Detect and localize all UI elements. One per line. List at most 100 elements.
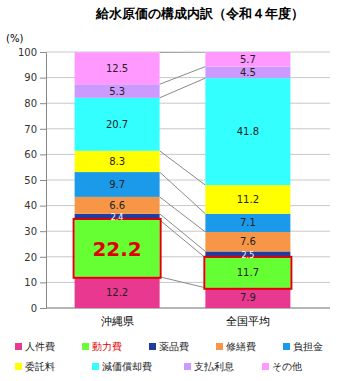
y-axis-title: (%) — [6, 33, 23, 44]
y-tick-mark — [40, 180, 46, 181]
data-label: 4.5 — [240, 67, 256, 78]
data-label: 6.6 — [109, 200, 125, 211]
legend-item: その他 — [262, 361, 302, 372]
bar-segment — [75, 277, 160, 308]
legend: 人件費 動力費 薬品費 修繕費 負担金委託料 減価償却費 支払利息 その他 — [15, 341, 323, 372]
legend-swatch — [262, 363, 269, 370]
y-tick-label: 90 — [24, 72, 37, 83]
y-tick-mark — [40, 257, 46, 258]
legend-item: 動力費 — [82, 341, 122, 352]
y-tick-mark — [40, 52, 46, 53]
bar-segment — [205, 288, 290, 308]
y-tick: 70 — [24, 124, 46, 135]
y-tick-label: 30 — [24, 226, 37, 237]
highlight-box — [204, 257, 291, 289]
data-label: 7.9 — [240, 292, 256, 303]
legend-label: 人件費 — [25, 341, 55, 352]
y-tick: 40 — [24, 200, 46, 211]
y-axis-line — [46, 53, 47, 309]
legend-label: その他 — [272, 361, 302, 372]
bar-segment — [205, 214, 290, 232]
y-tick-label: 70 — [24, 124, 37, 135]
connector-line — [160, 197, 206, 232]
data-label: 5.3 — [109, 86, 125, 97]
bar-segment — [205, 232, 290, 251]
legend-item: 委託料 — [15, 361, 55, 372]
legend-swatch — [149, 343, 156, 350]
legend-swatch — [283, 343, 290, 350]
legend-swatch — [15, 363, 22, 370]
chart: 給水原価の構成内訳（令和４年度）(%)010203040506070809010… — [0, 0, 360, 381]
bar-segment — [205, 78, 290, 185]
y-tick: 50 — [24, 175, 46, 186]
y-tick-mark — [40, 206, 46, 207]
y-tick-mark — [40, 154, 46, 155]
legend-item: 負担金 — [283, 341, 323, 352]
connector-line — [160, 172, 206, 214]
connector-line — [160, 67, 206, 85]
legend-item: 支払利息 — [184, 361, 234, 372]
y-tick-label: 20 — [24, 251, 37, 262]
legend-swatch — [184, 363, 191, 370]
bar-segment — [75, 197, 160, 214]
data-label: 2.4 — [111, 213, 124, 222]
data-labels: 12.2 7.9 22.2 11.7 2.4 2.5 6.6 7.6 9.7 7.1 8.3 11.2… — [92, 54, 259, 304]
legend-label: 負担金 — [293, 341, 323, 352]
data-label: 41.8 — [237, 126, 259, 137]
bar-segment — [75, 98, 160, 151]
data-label: 11.2 — [237, 194, 259, 205]
y-tick-label: 80 — [24, 98, 37, 109]
data-label: 11.7 — [237, 267, 259, 278]
connector-line — [160, 52, 206, 53]
bar-segment — [75, 84, 160, 98]
data-label: 22.2 — [92, 237, 141, 261]
y-tick: 100 — [18, 47, 46, 58]
x-tick-label: 全国平均 — [226, 315, 270, 328]
data-label: 5.7 — [240, 54, 256, 65]
data-label: 12.2 — [106, 287, 128, 298]
connector-line — [160, 151, 206, 185]
connector-line — [160, 214, 206, 252]
legend-item: 修繕費 — [216, 341, 256, 352]
y-tick: 90 — [24, 72, 46, 83]
legend-label: 修繕費 — [226, 341, 256, 352]
bar-segment — [205, 258, 290, 288]
y-tick-label: 0 — [31, 303, 37, 314]
legend-swatch — [82, 343, 89, 350]
data-label: 2.5 — [242, 251, 255, 260]
y-tick-mark — [40, 78, 46, 79]
connector-line — [160, 220, 206, 258]
y-tick-mark — [40, 308, 46, 309]
x-axis: 沖縄県 全国平均 — [101, 315, 270, 328]
y-tick-mark — [40, 282, 46, 283]
legend-label: 委託料 — [25, 361, 55, 372]
grid — [46, 52, 330, 308]
y-tick-label: 50 — [24, 175, 37, 186]
legend-swatch — [216, 343, 223, 350]
y-tick: 10 — [24, 277, 46, 288]
legend-label: 動力費 — [92, 341, 122, 352]
highlight-box — [74, 219, 161, 278]
legend-label: 薬品費 — [159, 341, 189, 352]
data-label: 7.1 — [240, 217, 256, 228]
y-tick-mark — [40, 129, 46, 130]
x-tick-label: 沖縄県 — [101, 315, 134, 328]
bar-segment — [205, 52, 290, 67]
data-label: 12.5 — [106, 63, 128, 74]
legend-item: 人件費 — [15, 341, 55, 352]
legend-swatch — [15, 343, 22, 350]
data-label: 9.7 — [109, 179, 125, 190]
data-label: 8.3 — [109, 156, 125, 167]
bar-segment — [205, 185, 290, 214]
bar-segment — [75, 151, 160, 172]
data-label: 7.6 — [240, 236, 256, 247]
title: 給水原価の構成内訳（令和４年度） — [95, 6, 304, 21]
bars — [75, 52, 291, 308]
legend-item: 減価償却費 — [92, 361, 152, 372]
bar-segment — [205, 67, 290, 79]
y-tick: 80 — [24, 98, 46, 109]
connector-line — [160, 277, 206, 288]
legend-label: 減価償却費 — [102, 361, 152, 372]
y-tick-label: 40 — [24, 200, 37, 211]
y-axis: 0102030405060708090100 — [18, 47, 47, 314]
